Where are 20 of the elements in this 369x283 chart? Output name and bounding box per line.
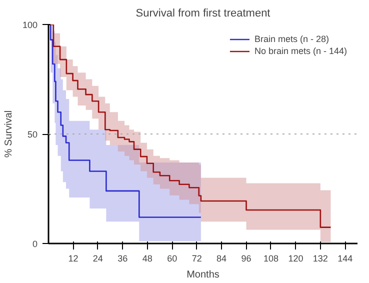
x-tick-label: 60	[167, 254, 178, 264]
y-tick-label: 0	[32, 239, 38, 249]
x-tick-label: 72	[192, 254, 202, 264]
x-axis-title: Months	[186, 270, 220, 280]
x-tick-label: 24	[92, 254, 103, 264]
x-tick-label: 108	[263, 254, 279, 264]
legend-label: No brain mets (n - 144)	[254, 46, 347, 56]
legend-label: Brain mets (n - 28)	[254, 34, 329, 44]
x-tick-label: 132	[312, 254, 328, 264]
y-tick-label: 50	[27, 130, 38, 140]
y-axis-title: % Survival	[3, 110, 14, 158]
x-tick-label: 84	[216, 254, 227, 264]
x-tick-label: 12	[68, 254, 78, 264]
x-tick-label: 36	[118, 254, 128, 264]
x-tick-label: 96	[241, 254, 252, 264]
x-tick-label: 120	[288, 254, 304, 264]
x-tick-label: 144	[338, 254, 353, 264]
x-tick-label: 48	[142, 254, 152, 264]
chart-title: Survival from first treatment	[136, 8, 270, 20]
y-tick-label: 100	[22, 20, 38, 30]
